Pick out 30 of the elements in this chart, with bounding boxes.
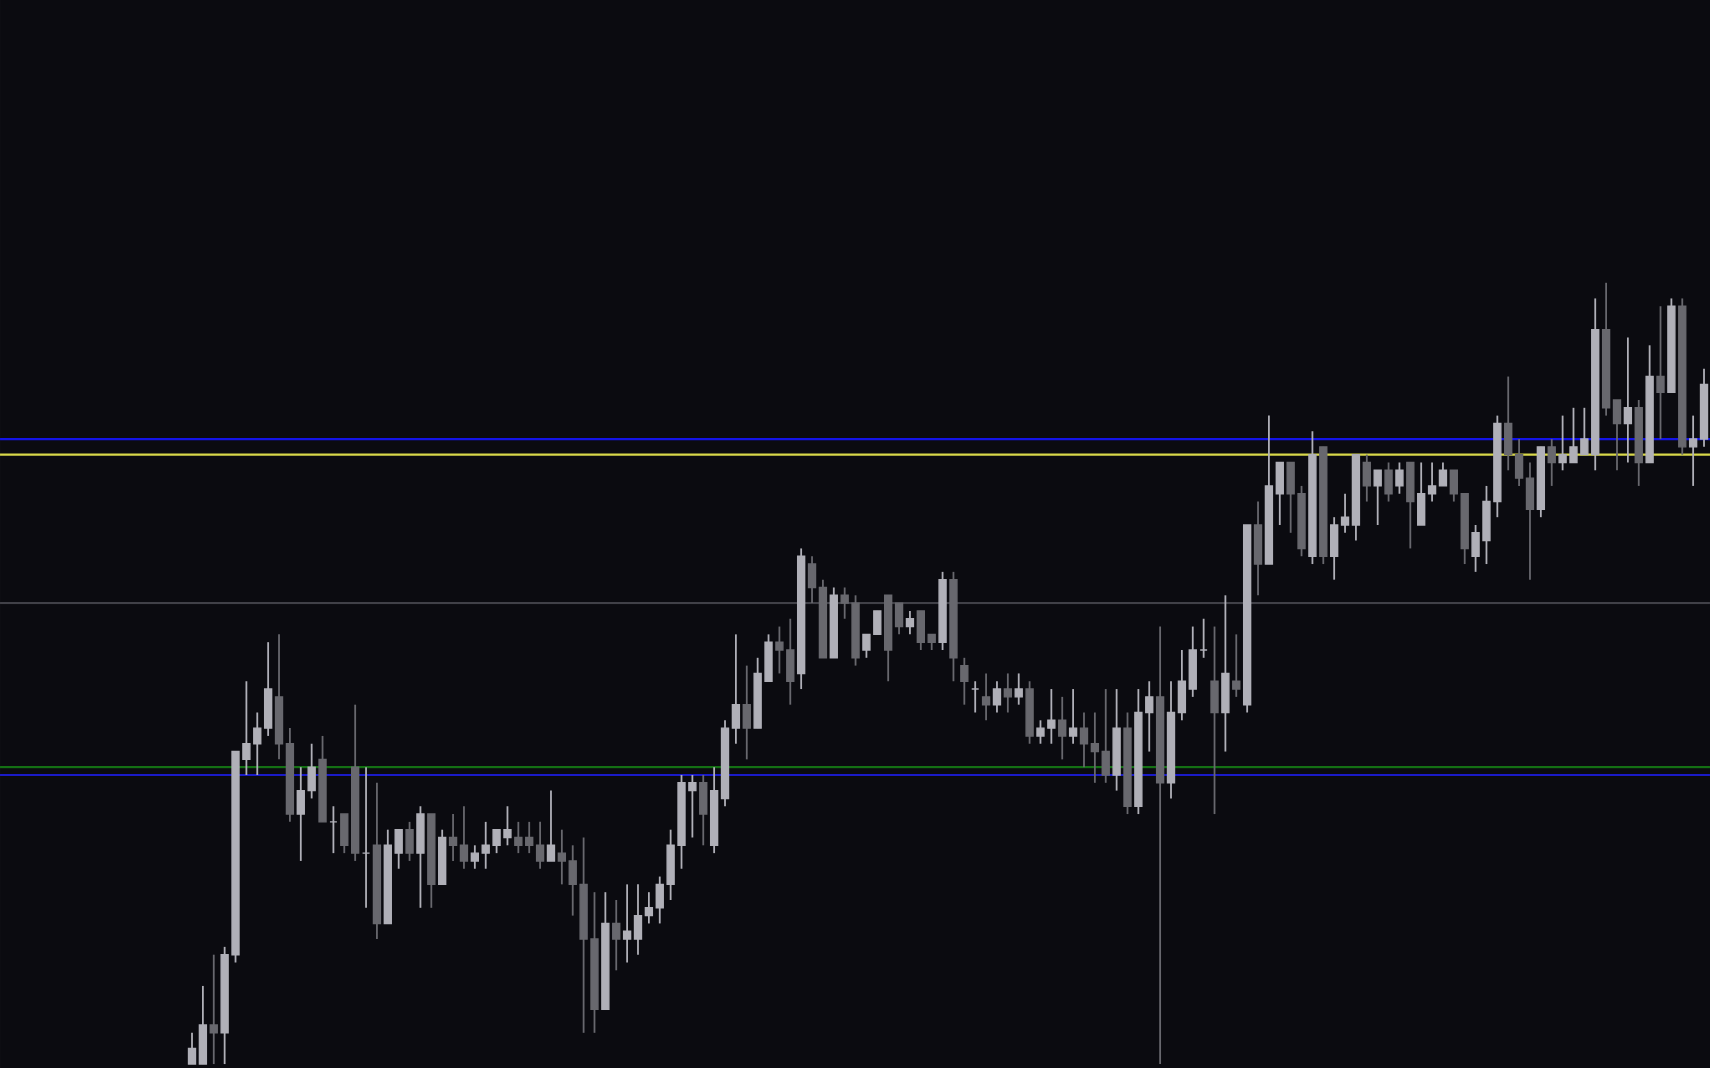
candlestick bbox=[1232, 633, 1241, 698]
candlestick bbox=[1210, 625, 1219, 815]
candlestick bbox=[1221, 594, 1230, 753]
candlestick bbox=[992, 680, 1002, 714]
candlestick bbox=[1373, 469, 1382, 526]
candlestick bbox=[960, 656, 969, 706]
candlestick bbox=[742, 664, 751, 761]
candlestick bbox=[1253, 500, 1263, 597]
candlestick bbox=[1384, 461, 1393, 503]
candlestick bbox=[416, 805, 425, 909]
candlestick bbox=[1003, 672, 1013, 714]
candlestick bbox=[1547, 438, 1556, 487]
candlestick bbox=[1395, 461, 1404, 495]
candlestick bbox=[1058, 695, 1067, 761]
candlestick bbox=[905, 610, 915, 636]
candlestick bbox=[1406, 461, 1415, 550]
candlestick bbox=[1014, 672, 1023, 706]
candlestick bbox=[699, 774, 708, 847]
candlestick bbox=[1362, 453, 1371, 503]
candlestick bbox=[981, 672, 991, 722]
candlestick bbox=[1656, 305, 1665, 440]
candlestick bbox=[1068, 688, 1078, 745]
candlestick bbox=[612, 899, 621, 972]
candlestick bbox=[1112, 688, 1121, 792]
candlestick bbox=[546, 789, 556, 862]
candlestick bbox=[1025, 680, 1034, 745]
candlestick bbox=[209, 953, 218, 1065]
candlestick bbox=[1623, 336, 1633, 464]
candlestick bbox=[405, 820, 414, 862]
candlestick bbox=[438, 828, 447, 886]
